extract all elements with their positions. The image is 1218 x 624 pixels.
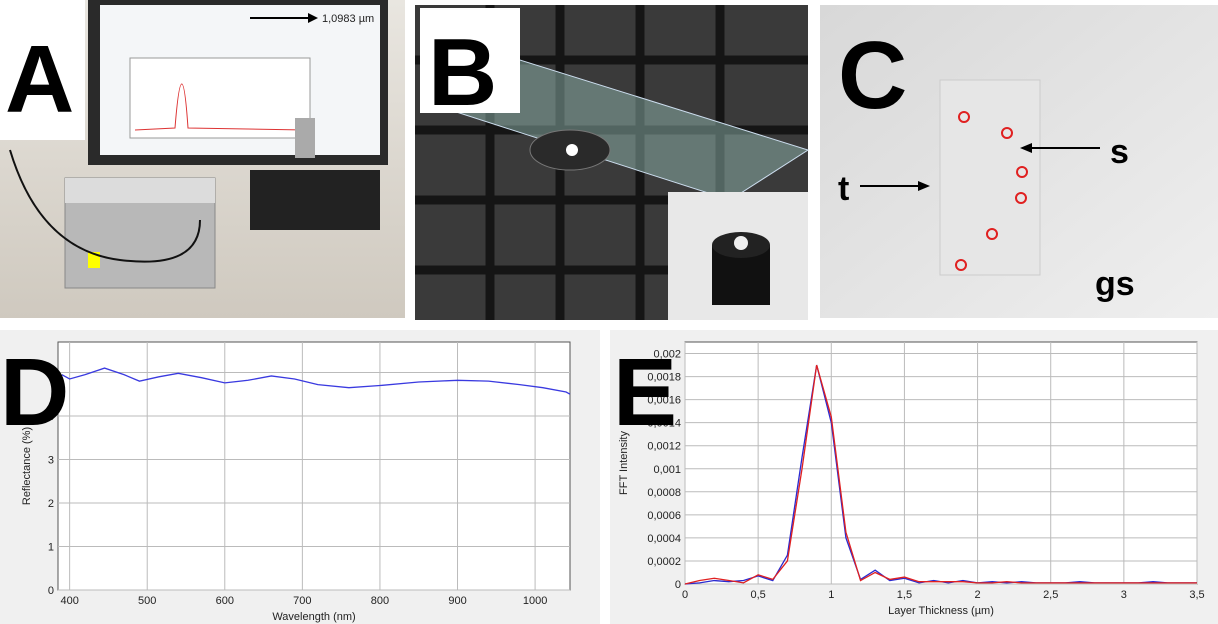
y-tick-label: 3 bbox=[48, 454, 54, 466]
y-tick-label: 0,001 bbox=[653, 464, 681, 476]
photo-b: B bbox=[415, 5, 810, 320]
y-tick-label: 0,002 bbox=[653, 349, 681, 361]
y-tick-label: 0,0014 bbox=[647, 418, 681, 430]
x-tick-label: 400 bbox=[60, 595, 78, 607]
y-tick-label: 0,0018 bbox=[647, 372, 681, 384]
x-tick-label: 1000 bbox=[523, 595, 547, 607]
label-t: t bbox=[838, 170, 849, 208]
x-axis-label: Layer Thickness (µm) bbox=[888, 605, 994, 617]
y-tick-label: 0,0004 bbox=[647, 533, 681, 545]
y-tick-label: 2 bbox=[48, 498, 54, 510]
y-tick-label: 4 bbox=[48, 411, 54, 423]
x-tick-label: 2,5 bbox=[1043, 589, 1058, 601]
y-tick-label: 0,0002 bbox=[647, 556, 681, 568]
x-tick-label: 800 bbox=[371, 595, 389, 607]
x-tick-label: 1,5 bbox=[897, 589, 912, 601]
photo-a: 1,0983 µm A bbox=[0, 0, 405, 318]
x-tick-label: 700 bbox=[293, 595, 311, 607]
data-line bbox=[61, 367, 571, 395]
panel-label: E bbox=[613, 339, 677, 446]
plot-area bbox=[684, 341, 1198, 585]
x-tick-label: 0 bbox=[682, 589, 688, 601]
y-tick-label: 0,0016 bbox=[647, 395, 681, 407]
y-tick-label: 0 bbox=[675, 579, 681, 591]
readout: 1,0983 µm bbox=[322, 13, 374, 25]
y-tick-label: 1 bbox=[48, 541, 54, 553]
panel-label: D bbox=[0, 339, 69, 446]
x-tick-label: 3 bbox=[1121, 589, 1127, 601]
y-axis-label: FFT Intensity bbox=[618, 431, 630, 495]
y-tick-label: 0,0006 bbox=[647, 510, 681, 522]
y-tick-label: 0,0012 bbox=[647, 441, 681, 453]
label-gs: gs bbox=[1095, 265, 1135, 303]
panel-label: A bbox=[5, 26, 74, 133]
y-tick-label: 5 bbox=[48, 367, 54, 379]
y-tick-label: 0,0008 bbox=[647, 487, 681, 499]
data-line bbox=[684, 364, 1197, 585]
x-tick-label: 2 bbox=[975, 589, 981, 601]
x-tick-label: 500 bbox=[138, 595, 156, 607]
label-s: s bbox=[1110, 133, 1129, 171]
x-tick-label: 0,5 bbox=[750, 589, 765, 601]
panel-label: B bbox=[428, 19, 497, 126]
y-axis-label: Reflectance (%) bbox=[21, 427, 33, 505]
y-tick-label: 0 bbox=[48, 585, 54, 597]
panel-label: C bbox=[838, 22, 907, 129]
x-tick-label: 900 bbox=[448, 595, 466, 607]
photo-c: C s t gs bbox=[820, 5, 1218, 318]
x-axis-label: Wavelength (nm) bbox=[272, 611, 355, 623]
x-tick-label: 1 bbox=[828, 589, 834, 601]
x-tick-label: 3,5 bbox=[1189, 589, 1204, 601]
x-tick-label: 600 bbox=[216, 595, 234, 607]
